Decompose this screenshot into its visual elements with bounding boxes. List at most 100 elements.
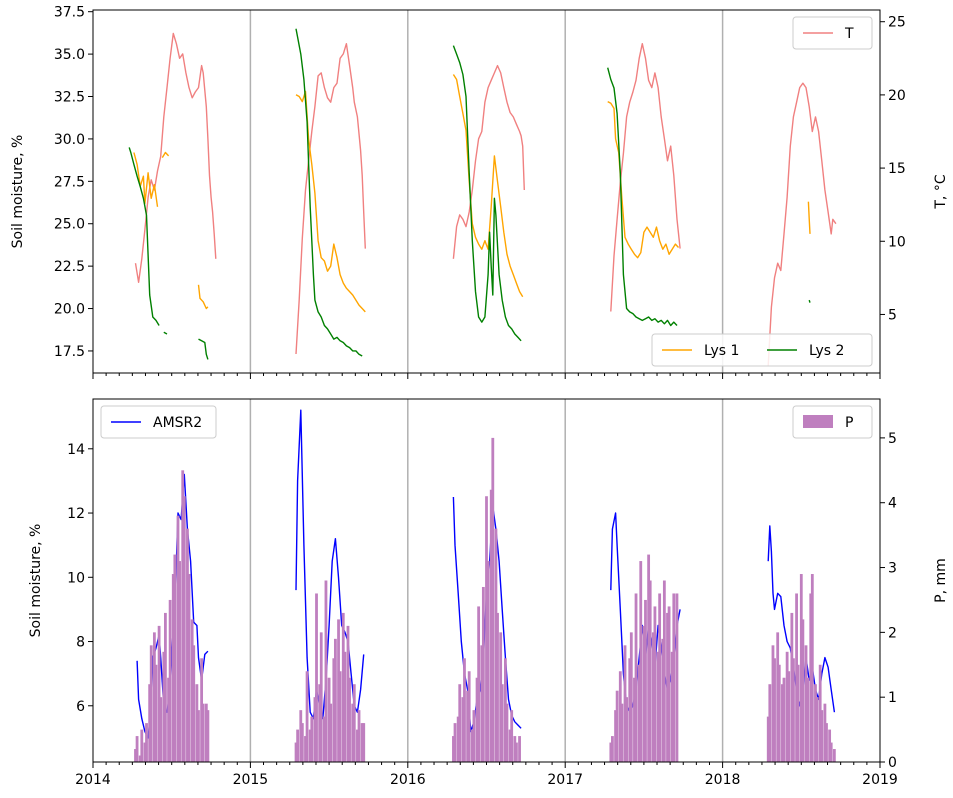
bottom-right-tick-label: 1 <box>888 690 897 706</box>
bottom-bar-p-1-25 <box>352 684 356 762</box>
top-left-tick-label: 37.5 <box>54 5 85 21</box>
bottom-bar-p-0-17 <box>173 554 177 762</box>
bottom-bar-p-1-8 <box>313 697 317 762</box>
bottom-bar-p-1-23 <box>348 677 351 762</box>
bottom-bar-p-4-15 <box>801 619 805 762</box>
bottom-right-tick-label: 5 <box>888 431 897 447</box>
bottom-bar-p-4-25 <box>825 723 828 762</box>
bottom-bar-p-0-30 <box>204 703 208 762</box>
bottom-bar-p-0-3 <box>140 729 144 762</box>
bottom-bar-p-3-24 <box>666 612 669 762</box>
bottom-bar-p-1-22 <box>346 625 350 762</box>
bottom-left-axis-label: Soil moisture, % <box>28 524 44 638</box>
top-line-lys-1-5 <box>607 100 680 259</box>
bottom-legend-label-amsr2: AMSR2 <box>153 415 202 431</box>
bottom-bar-p-4-3 <box>773 658 776 762</box>
top-line-t-2 <box>452 64 525 259</box>
bottom-bar-p-2-21 <box>500 684 504 762</box>
top-line-lys-1-2 <box>197 284 209 310</box>
bottom-bar-p-3-20 <box>656 651 660 762</box>
bottom-bar-p-4-23 <box>820 710 824 762</box>
bottom-bar-p-2-2 <box>456 716 460 762</box>
bottom-bar-p-0-7 <box>149 645 153 762</box>
bottom-bar-p-2-23 <box>505 703 509 762</box>
top-line-t-4 <box>767 82 837 366</box>
bottom-bar-p-1-7 <box>310 716 314 762</box>
top-line-lys-2-4 <box>452 45 522 342</box>
bottom-bar-p-3-0 <box>609 742 613 762</box>
bottom-bar-p-2-5 <box>463 658 466 762</box>
bottom-bar-p-2-3 <box>458 684 462 762</box>
bottom-bar-p-3-17 <box>648 580 652 762</box>
bottom-bar-p-3-25 <box>667 606 671 762</box>
bottom-x-tick-label: 2017 <box>547 772 583 788</box>
top-left-tick-label: 17.5 <box>54 344 85 360</box>
top-right-tick-label: 20 <box>888 88 906 104</box>
bottom-bar-p-1-26 <box>356 729 359 762</box>
bottom-bar-p-2-25 <box>510 710 514 762</box>
bottom-bar-p-3-8 <box>628 658 632 762</box>
bottom-bar-p-2-6 <box>466 690 470 762</box>
bottom-bar-p-1-5 <box>305 671 309 762</box>
bottom-bar-p-1-24 <box>351 703 355 762</box>
bottom-bar-p-2-0 <box>452 736 455 762</box>
bottom-bar-p-3-13 <box>639 561 643 762</box>
bottom-bar-p-0-22 <box>186 528 189 762</box>
bottom-x-tick-label: 2016 <box>390 772 426 788</box>
bottom-bar-p-0-1 <box>135 736 139 762</box>
bottom-left-tick-label: 8 <box>76 635 85 651</box>
bottom-bar-p-1-0 <box>294 742 298 762</box>
bottom-bar-p-3-16 <box>647 554 651 762</box>
bottom-bar-p-4-7 <box>782 677 786 762</box>
bottom-right-tick-label: 3 <box>888 561 897 577</box>
bottom-bar-p-1-21 <box>343 651 347 762</box>
bottom-bar-p-1-11 <box>319 632 323 762</box>
bottom-left-tick-label: 6 <box>76 699 85 715</box>
bottom-bar-p-0-29 <box>201 703 205 762</box>
bottom-x-tick-label: 2015 <box>233 772 269 788</box>
bottom-bar-p-1-29 <box>362 723 366 762</box>
top-line-lys-2-2 <box>198 338 209 360</box>
bottom-bar-p-4-5 <box>777 664 781 762</box>
bottom-bar-p-1-1 <box>296 729 300 762</box>
bottom-bar-p-1-6 <box>308 729 312 762</box>
bottom-bar-p-1-16 <box>332 658 336 762</box>
top-left-tick-label: 25.0 <box>54 217 85 233</box>
bottom-bar-p-2-22 <box>503 658 507 762</box>
bottom-bar-p-2-9 <box>472 710 476 762</box>
bottom-bar-p-0-23 <box>187 574 191 762</box>
bottom-bar-p-0-31 <box>206 710 210 762</box>
top-right-tick-label: 10 <box>888 234 906 250</box>
bottom-bar-p-4-24 <box>823 703 827 762</box>
bottom-bar-p-3-2 <box>614 710 617 762</box>
bottom-bar-p-0-6 <box>148 684 152 762</box>
top-left-tick-label: 32.5 <box>54 90 85 106</box>
top-line-t-1 <box>295 43 366 355</box>
bottom-bar-p-0-18 <box>176 515 180 762</box>
top-left-axis-label: Soil moisture, % <box>10 135 26 249</box>
top-line-t-0 <box>134 32 217 283</box>
bottom-bar-p-3-19 <box>653 606 657 762</box>
bottom-bar-p-2-19 <box>496 612 499 762</box>
bottom-bar-p-0-9 <box>154 664 158 762</box>
bottom-bar-p-3-7 <box>625 697 628 762</box>
bottom-bar-p-1-4 <box>304 736 307 762</box>
bottom-bar-p-4-4 <box>776 632 780 762</box>
top-right-tick-label: 25 <box>888 15 906 31</box>
bottom-right-axis-label: P, mm <box>933 558 949 603</box>
bottom-bar-p-2-10 <box>475 677 479 762</box>
bottom-bar-p-1-9 <box>315 593 318 762</box>
bottom-bar-p-2-27 <box>515 742 518 762</box>
bottom-left-tick-label: 14 <box>67 442 85 458</box>
bottom-x-tick-label: 2019 <box>862 772 898 788</box>
bottom-legend-label-p: P <box>845 415 853 431</box>
bottom-bar-p-4-21 <box>815 697 819 762</box>
bottom-bar-p-3-14 <box>642 625 646 762</box>
bottom-bar-p-4-10 <box>790 612 794 762</box>
bottom-bar-p-1-15 <box>329 703 333 762</box>
bottom-bar-p-0-0 <box>134 749 137 762</box>
bottom-bar-p-4-11 <box>792 658 795 762</box>
bottom-bar-p-2-11 <box>477 606 481 762</box>
bottom-bar-p-1-2 <box>299 710 303 762</box>
